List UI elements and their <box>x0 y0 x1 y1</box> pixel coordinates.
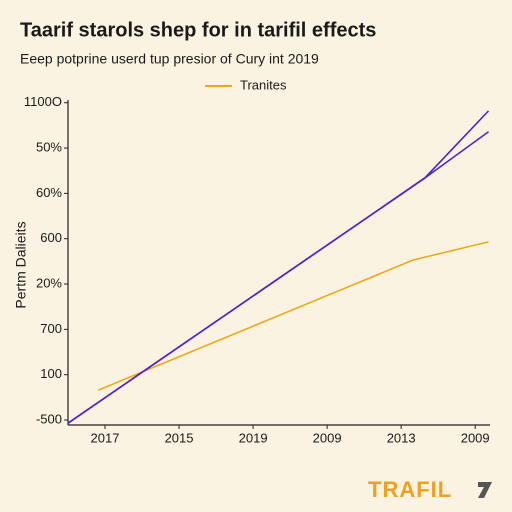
legend-label: Tranites <box>240 77 287 92</box>
chart-title: Taarif starols shep for in tarifil effec… <box>20 19 376 41</box>
x-tick-label: 2019 <box>239 430 268 445</box>
y-tick-label: 1100O <box>24 94 62 109</box>
line <box>98 241 489 391</box>
y-tick-label: 20% <box>36 275 62 290</box>
line <box>67 131 489 424</box>
y-tick-label: 100 <box>40 366 62 381</box>
y-tick-label: 50% <box>36 139 62 154</box>
y-axis-label: Pertm Dalieits <box>13 221 29 308</box>
x-tick-label: 2009 <box>461 430 490 445</box>
x-tick-label: 2017 <box>91 430 120 445</box>
x-tick-label: 2013 <box>387 430 416 445</box>
y-tick-label: -500 <box>36 411 62 426</box>
watermark: TRAFIL <box>368 477 452 502</box>
x-tick-label: 2015 <box>165 430 194 445</box>
y-tick-label: 700 <box>40 321 62 336</box>
y-tick-label: 60% <box>36 185 62 200</box>
y-tick-label: 600 <box>40 230 62 245</box>
watermark-icon <box>478 482 492 498</box>
chart-subtitle: Eeep potprine userd tup presior of Cury … <box>20 51 319 67</box>
x-tick-label: 2009 <box>313 430 342 445</box>
